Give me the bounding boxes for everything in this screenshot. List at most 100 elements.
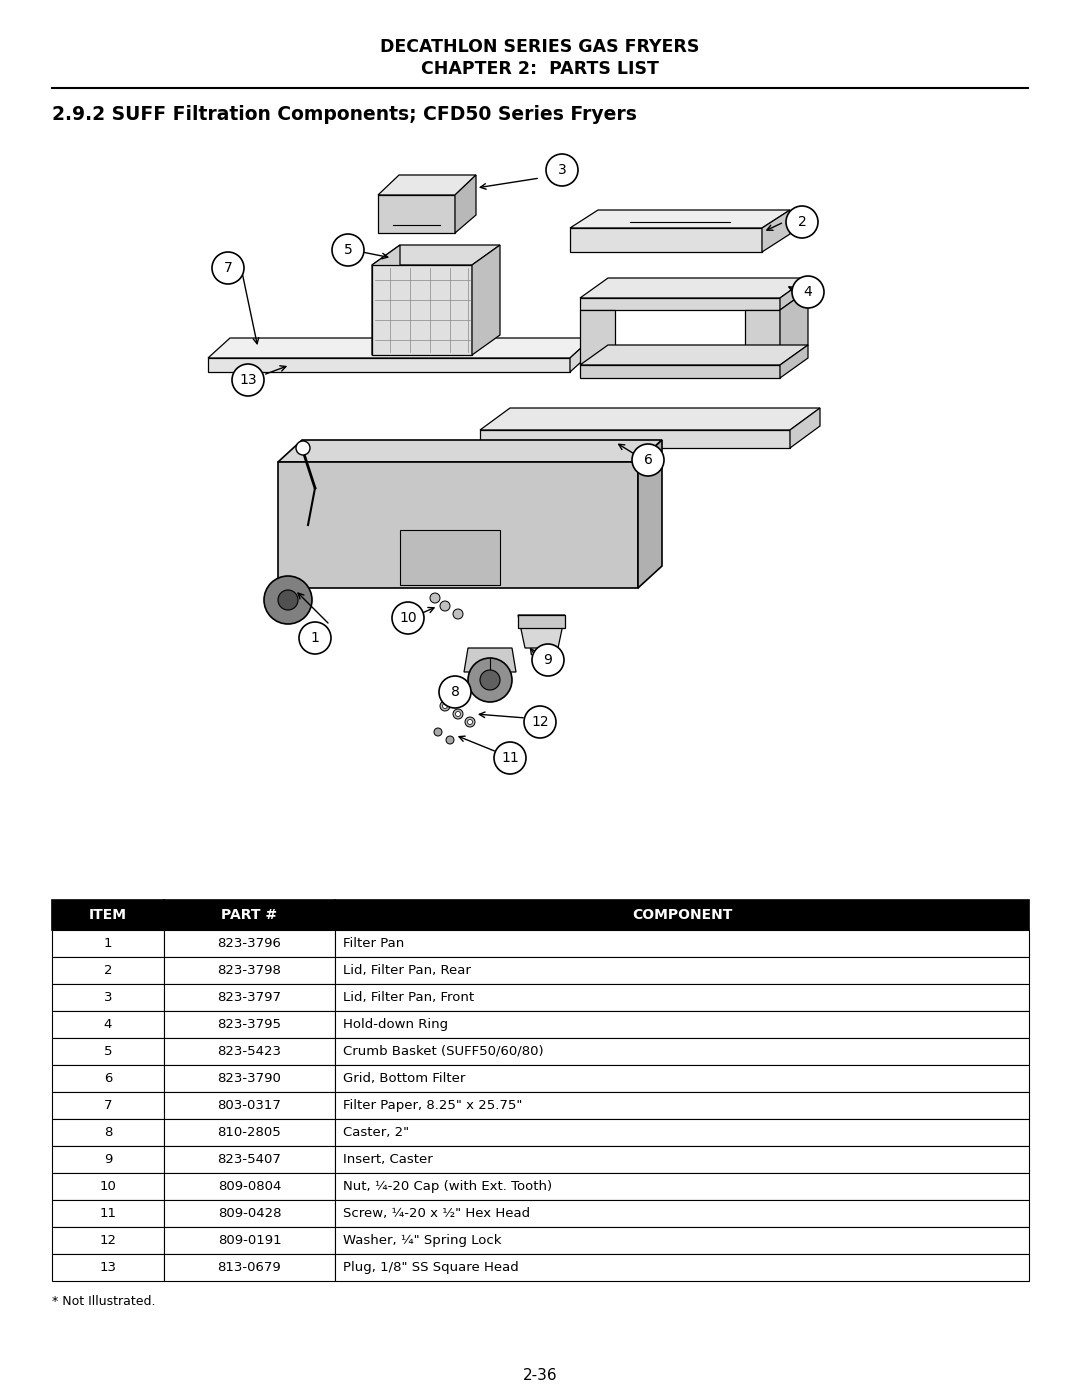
Polygon shape — [378, 175, 476, 196]
Text: 8: 8 — [450, 685, 459, 698]
Text: 809-0428: 809-0428 — [218, 1207, 281, 1220]
Bar — [164, 983, 335, 1011]
Circle shape — [494, 742, 526, 774]
Circle shape — [434, 728, 442, 736]
Bar — [335, 1092, 1029, 1119]
Bar — [335, 1255, 1029, 1281]
Circle shape — [480, 671, 500, 690]
Circle shape — [468, 719, 473, 725]
Polygon shape — [480, 430, 789, 448]
Polygon shape — [762, 210, 789, 251]
Bar — [164, 1065, 335, 1092]
Bar — [335, 1227, 1029, 1255]
Text: 3: 3 — [104, 990, 112, 1004]
Text: 8: 8 — [104, 1126, 112, 1139]
Text: PART #: PART # — [221, 908, 278, 922]
Text: 13: 13 — [99, 1261, 117, 1274]
Bar — [52, 1255, 164, 1281]
Polygon shape — [580, 298, 780, 310]
Text: Screw, ¼-20 x ½" Hex Head: Screw, ¼-20 x ½" Hex Head — [343, 1207, 530, 1220]
Bar — [164, 1255, 335, 1281]
Polygon shape — [372, 244, 500, 265]
Bar — [335, 957, 1029, 983]
Bar — [335, 1119, 1029, 1146]
Bar — [52, 1119, 164, 1146]
Bar — [335, 1038, 1029, 1065]
Text: 13: 13 — [239, 373, 257, 387]
Text: Filter Paper, 8.25" x 25.75": Filter Paper, 8.25" x 25.75" — [343, 1099, 523, 1112]
Bar — [164, 1038, 335, 1065]
Bar — [164, 1119, 335, 1146]
Bar — [335, 983, 1029, 1011]
Polygon shape — [480, 408, 820, 430]
Circle shape — [632, 444, 664, 476]
Bar — [335, 1200, 1029, 1227]
Circle shape — [524, 705, 556, 738]
Text: 1: 1 — [311, 631, 320, 645]
Polygon shape — [789, 408, 820, 448]
Text: 11: 11 — [501, 752, 518, 766]
Polygon shape — [378, 196, 455, 233]
Bar — [164, 1200, 335, 1227]
Text: Hold-down Ring: Hold-down Ring — [343, 1018, 448, 1031]
Text: DECATHLON SERIES GAS FRYERS: DECATHLON SERIES GAS FRYERS — [380, 38, 700, 56]
Text: ITEM: ITEM — [89, 908, 127, 922]
Text: 6: 6 — [104, 1071, 112, 1085]
Text: 9: 9 — [104, 1153, 112, 1166]
Circle shape — [430, 592, 440, 604]
Polygon shape — [580, 365, 780, 379]
Text: 823-3797: 823-3797 — [217, 990, 282, 1004]
Bar — [52, 983, 164, 1011]
Text: 823-3798: 823-3798 — [217, 964, 282, 977]
Bar — [164, 1146, 335, 1173]
Circle shape — [299, 622, 330, 654]
Bar — [335, 1011, 1029, 1038]
Text: 823-3796: 823-3796 — [217, 937, 282, 950]
Polygon shape — [580, 278, 808, 298]
Text: 6: 6 — [644, 453, 652, 467]
Text: Filter Pan: Filter Pan — [343, 937, 404, 950]
Circle shape — [453, 609, 463, 619]
Polygon shape — [570, 228, 762, 251]
Polygon shape — [278, 440, 662, 462]
Bar — [52, 1173, 164, 1200]
Circle shape — [456, 711, 460, 717]
Text: 803-0317: 803-0317 — [217, 1099, 282, 1112]
Circle shape — [264, 576, 312, 624]
Polygon shape — [780, 291, 808, 365]
Text: 809-0191: 809-0191 — [218, 1234, 281, 1248]
Text: 12: 12 — [99, 1234, 117, 1248]
Bar — [335, 1173, 1029, 1200]
Bar — [52, 930, 164, 957]
Text: 823-3790: 823-3790 — [217, 1071, 282, 1085]
Polygon shape — [372, 265, 472, 355]
Polygon shape — [472, 244, 500, 355]
Bar — [52, 1011, 164, 1038]
Circle shape — [232, 365, 264, 395]
Circle shape — [792, 277, 824, 307]
Text: 9: 9 — [543, 652, 553, 666]
Bar — [335, 900, 1029, 930]
Text: 823-5407: 823-5407 — [217, 1153, 282, 1166]
Text: CHAPTER 2:  PARTS LIST: CHAPTER 2: PARTS LIST — [421, 60, 659, 78]
Polygon shape — [638, 440, 662, 588]
Text: 12: 12 — [531, 715, 549, 729]
Text: 823-3795: 823-3795 — [217, 1018, 282, 1031]
Circle shape — [438, 676, 471, 708]
Text: Lid, Filter Pan, Front: Lid, Filter Pan, Front — [343, 990, 474, 1004]
Bar — [52, 1200, 164, 1227]
Polygon shape — [208, 358, 570, 372]
Text: 809-0804: 809-0804 — [218, 1180, 281, 1193]
Circle shape — [332, 235, 364, 265]
Text: * Not Illustrated.: * Not Illustrated. — [52, 1295, 156, 1308]
Polygon shape — [745, 310, 780, 365]
Circle shape — [296, 441, 310, 455]
Circle shape — [465, 717, 475, 726]
Polygon shape — [400, 529, 500, 585]
Text: 2: 2 — [104, 964, 112, 977]
Text: 2: 2 — [798, 215, 807, 229]
Polygon shape — [570, 338, 592, 372]
Text: Plug, 1/8" SS Square Head: Plug, 1/8" SS Square Head — [343, 1261, 518, 1274]
Circle shape — [468, 658, 512, 703]
Bar — [164, 900, 335, 930]
